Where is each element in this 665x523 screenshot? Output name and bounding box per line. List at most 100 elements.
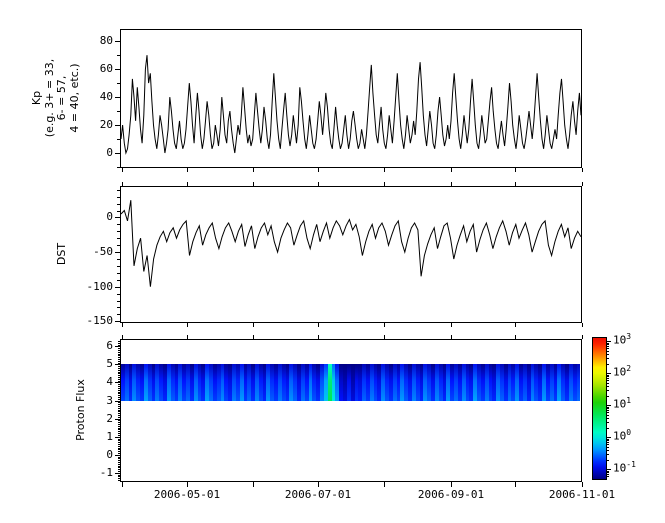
proton-y-minor-tick (118, 440, 120, 441)
proton-y-minor-tick (118, 343, 120, 344)
dst-y-minor-tick (117, 245, 120, 246)
spectrogram-column (388, 364, 393, 401)
proton-y-minor-tick (118, 370, 120, 371)
spectrogram-column (232, 364, 236, 401)
spectrogram-column (557, 364, 562, 401)
colorbar-minor-tick (607, 408, 609, 409)
spectrogram-column (166, 364, 171, 401)
dst-y-minor-tick (117, 259, 120, 260)
colorbar-minor-tick (607, 454, 609, 455)
proton-y-major-tick (115, 473, 120, 474)
dst-x-tick (318, 323, 319, 327)
spectrogram-column (346, 364, 351, 401)
spectrogram-column (549, 364, 554, 401)
dst-y-major-tick (115, 252, 120, 253)
proton-y-minor-tick (118, 415, 120, 416)
colorbar-tick-label: 10-1 (613, 460, 636, 475)
proton-y-minor-tick (118, 361, 120, 362)
dst-x-tick (582, 323, 583, 327)
proton-x-tick (384, 482, 385, 487)
proton-y-minor-tick (118, 384, 120, 385)
dst-x-tick (187, 323, 188, 327)
spectrogram-column (163, 364, 167, 401)
spectrogram-column (121, 364, 125, 401)
kp-plot-area (121, 55, 581, 155)
dst-y-minor-tick (117, 314, 120, 315)
proton-x-top-tick (582, 335, 583, 339)
spectrogram-column (335, 364, 340, 401)
colorbar-minor-tick (607, 407, 609, 408)
kp-y-minor-tick (117, 83, 120, 84)
spectrogram-column (477, 364, 481, 401)
x-axis-date-label: 2006-07-01 (284, 488, 352, 501)
spectrogram-column (522, 364, 527, 401)
proton-y-tick-label: 0 (106, 448, 113, 461)
proton-y-major-tick (115, 437, 120, 438)
spectrogram-column (461, 364, 466, 401)
proton-y-tick-label: 1 (106, 430, 113, 443)
proton-spectrogram-band (121, 364, 581, 401)
proton-x-tick (318, 482, 319, 487)
proton-x-top-tick (451, 335, 452, 339)
proton-x-top-tick (253, 335, 254, 339)
dst-y-major-tick (115, 321, 120, 322)
proton-y-minor-tick (118, 426, 120, 427)
spectrogram-column (343, 364, 347, 401)
spectrogram-column (469, 364, 474, 401)
proton-y-minor-tick (118, 451, 120, 452)
proton-y-minor-tick (118, 469, 120, 470)
dst-panel (120, 186, 582, 323)
dst-y-minor-tick (117, 238, 120, 239)
spectrogram-column (381, 364, 386, 401)
proton-y-minor-tick (118, 411, 120, 412)
proton-y-tick-label: 6 (106, 339, 113, 352)
proton-x-tick (253, 482, 254, 487)
spectrogram-column (415, 364, 420, 401)
colorbar-major-tick (607, 405, 611, 406)
proton-y-major-tick (115, 346, 120, 347)
dst-x-tick (253, 323, 254, 327)
proton-y-major-tick (115, 455, 120, 456)
colorbar-minor-tick (607, 386, 609, 387)
colorbar-minor-tick (607, 476, 609, 477)
proton-y-minor-tick (118, 458, 120, 459)
proton-y-minor-tick (118, 377, 120, 378)
proton-y-minor-tick (118, 413, 120, 414)
spectrogram-column (266, 364, 271, 401)
spectrogram-column (247, 364, 252, 401)
spectrogram-column (411, 364, 416, 401)
proton-y-minor-tick (118, 354, 120, 355)
proton-y-minor-tick (118, 350, 120, 351)
proton-y-minor-tick (118, 355, 120, 356)
spectrogram-column (155, 364, 160, 401)
colorbar-gradient (593, 338, 606, 479)
kp-y-major-tick (115, 125, 120, 126)
spectrogram-column (572, 364, 577, 401)
proton-y-minor-tick (118, 476, 120, 477)
spectrogram-column (576, 364, 581, 401)
spectrogram-column (140, 364, 144, 401)
colorbar-minor-tick (607, 460, 609, 461)
spectrogram-column (519, 364, 523, 401)
proton-x-top-tick (187, 335, 188, 339)
proton-y-minor-tick (118, 381, 120, 382)
proton-y-minor-tick (118, 444, 120, 445)
spectrogram-column (503, 364, 508, 401)
proton-x-tick (515, 482, 516, 487)
proton-y-minor-tick (118, 392, 120, 393)
spectrogram-column (480, 364, 485, 401)
x-axis-date-label: 2006-11-01 (548, 488, 616, 501)
colorbar-minor-tick (607, 375, 609, 376)
proton-y-minor-tick (118, 408, 120, 409)
colorbar-minor-tick (607, 422, 609, 423)
proton-y-minor-tick (118, 359, 120, 360)
spectrogram-column (186, 364, 190, 401)
proton-y-minor-tick (118, 442, 120, 443)
spectrogram-column (530, 364, 535, 401)
spectrogram-column (270, 364, 275, 401)
proton-y-minor-tick (118, 453, 120, 454)
dst-x-top-tick (122, 182, 123, 186)
spectrogram-column (373, 364, 378, 401)
proton-y-minor-tick (118, 402, 120, 403)
spectrogram-column (499, 364, 504, 401)
